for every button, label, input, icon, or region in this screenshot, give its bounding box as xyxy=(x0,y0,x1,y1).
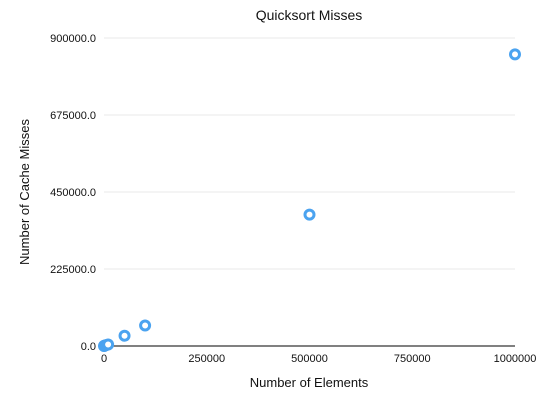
x-tick-label: 750000 xyxy=(394,353,431,365)
y-tick-label: 0.0 xyxy=(81,341,96,353)
data-point xyxy=(139,319,152,332)
data-point xyxy=(118,329,131,342)
data-point xyxy=(509,48,521,61)
x-axis-ticks: 0 250000 500000 750000 1000000 xyxy=(101,353,536,365)
y-axis-ticks: 0.0 225000.0 450000.0 675000.0 900000.0 xyxy=(50,33,96,353)
y-tick-label: 450000.0 xyxy=(50,187,96,199)
chart-title: Quicksort Misses xyxy=(256,7,363,23)
x-tick-label: 1000000 xyxy=(494,353,537,365)
y-tick-label: 675000.0 xyxy=(50,110,96,122)
x-axis-label: Number of Elements xyxy=(250,375,369,390)
data-point xyxy=(102,338,115,351)
y-tick-label: 225000.0 xyxy=(50,264,96,276)
data-point xyxy=(303,208,316,221)
gridlines xyxy=(104,37,515,270)
x-tick-label: 0 xyxy=(101,353,107,365)
data-points xyxy=(98,48,521,352)
y-tick-label: 900000.0 xyxy=(50,33,96,45)
x-tick-label: 250000 xyxy=(188,353,225,365)
x-tick-label: 500000 xyxy=(291,353,328,365)
y-axis-label: Number of Cache Misses xyxy=(17,119,32,265)
